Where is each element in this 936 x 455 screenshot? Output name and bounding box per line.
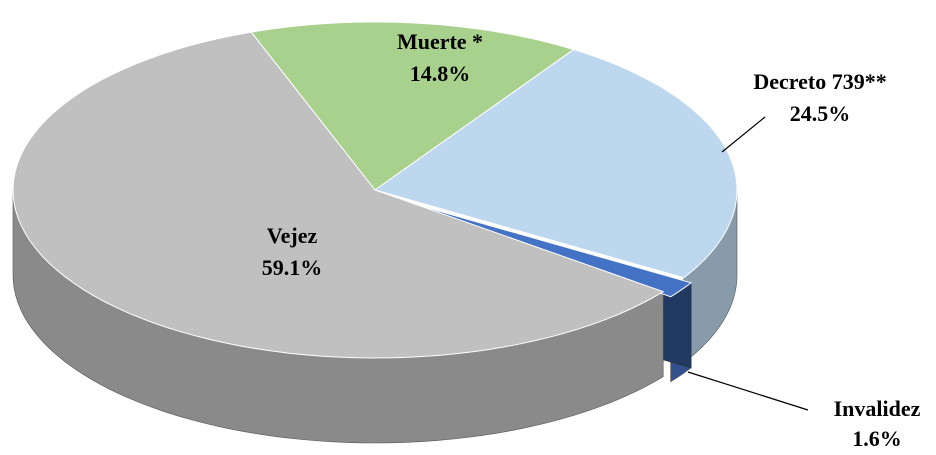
- leader-line: [687, 371, 809, 411]
- slice-label: Decreto 739**: [753, 69, 886, 94]
- slice-label: Muerte *: [397, 29, 483, 54]
- pie-slice: [373, 49, 738, 279]
- slice-label: Invalidez: [834, 396, 921, 421]
- slice-label: Vejez: [267, 223, 318, 248]
- pie-tops: [12, 21, 738, 359]
- value-label: 59.1%: [262, 255, 323, 280]
- labels: Muerte * 14.8% Decreto 739** 24.5% Invalidez…: [262, 29, 921, 451]
- pie-slice: [250, 21, 575, 191]
- pie-slice: [12, 31, 665, 359]
- value-label: 24.5%: [790, 101, 851, 126]
- value-label: 14.8%: [410, 61, 471, 86]
- leader-line: [721, 116, 766, 153]
- value-label: 1.6%: [852, 426, 902, 451]
